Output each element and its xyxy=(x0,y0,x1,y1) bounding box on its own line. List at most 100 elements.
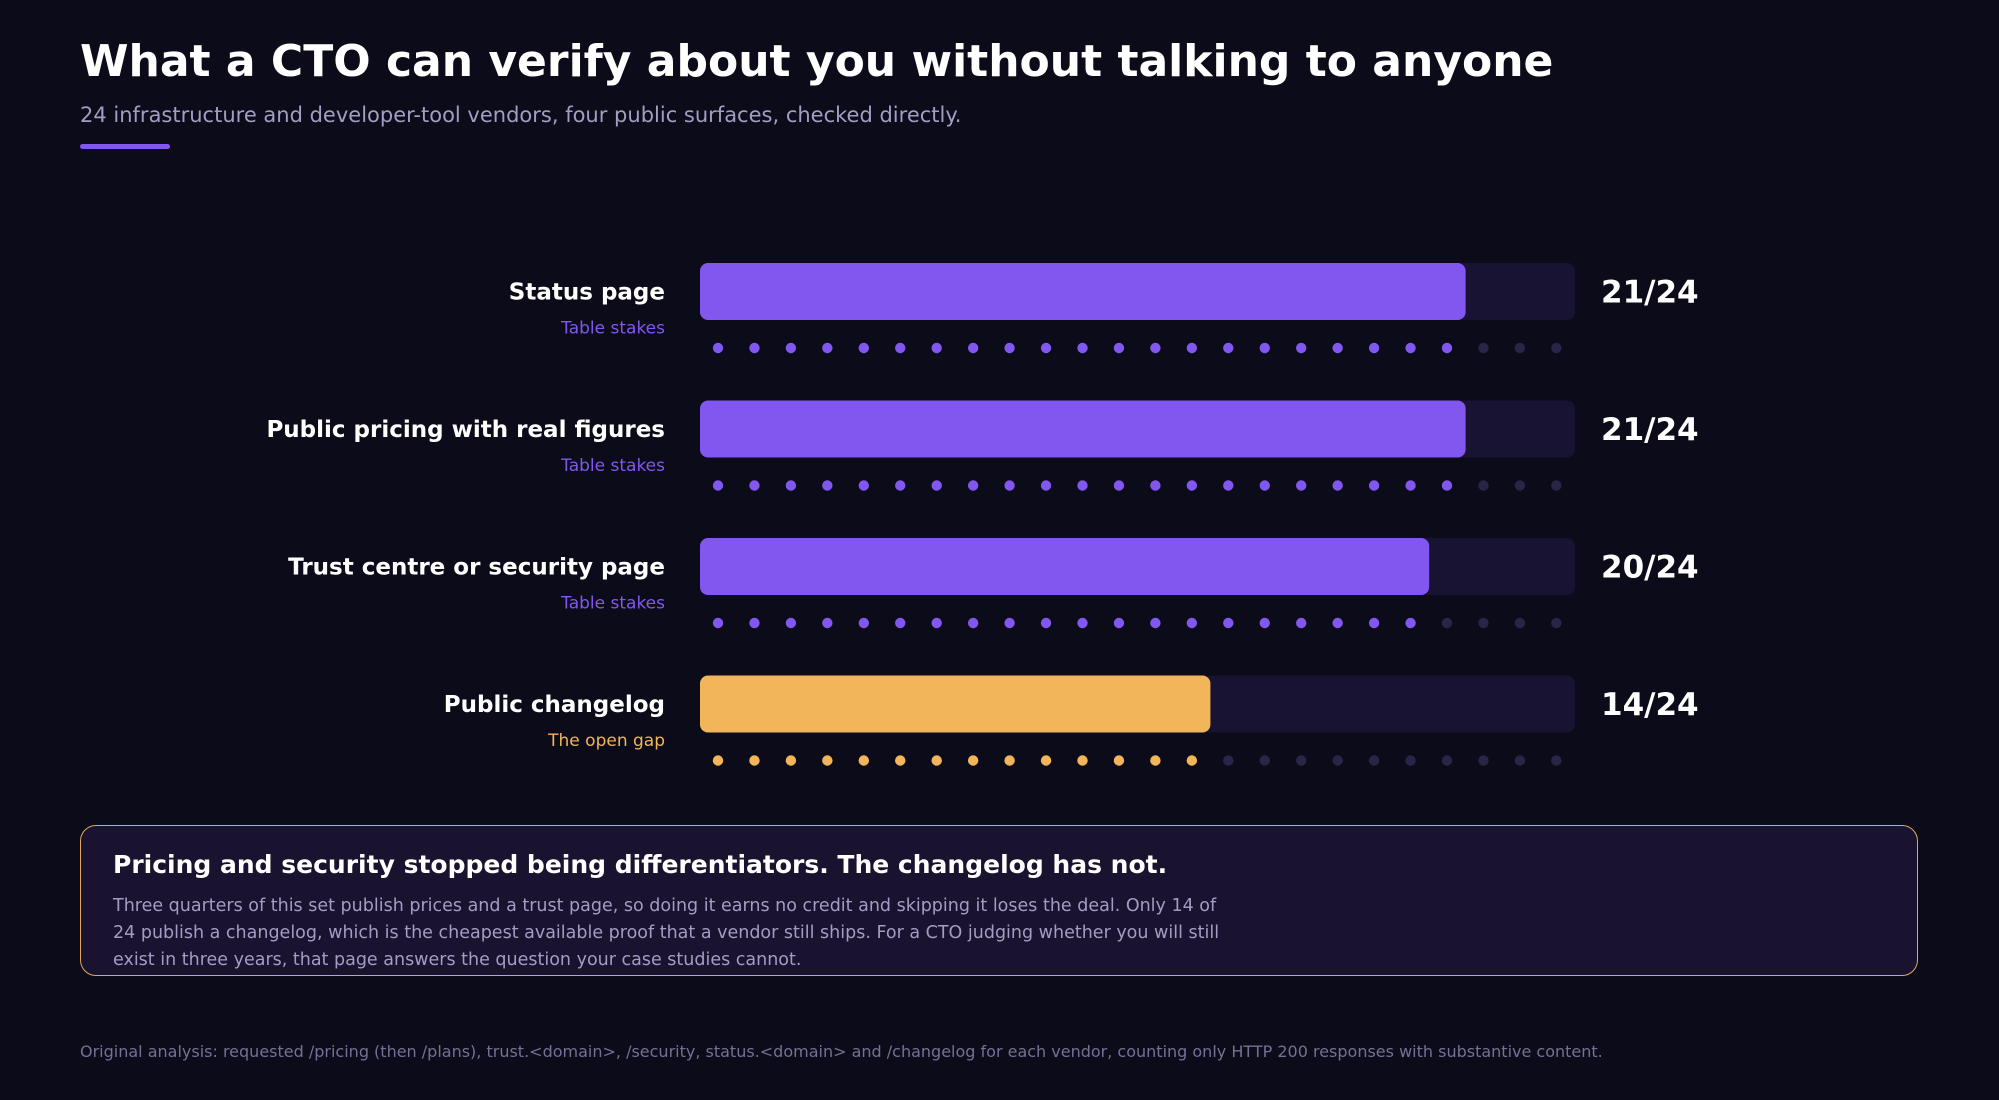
bar xyxy=(700,400,1466,458)
unit-dot-filled xyxy=(1150,342,1161,354)
unit-dot-empty xyxy=(1405,755,1416,766)
category-tag: Table stakes xyxy=(560,456,665,476)
page-subtitle: 24 infrastructure and developer-tool ven… xyxy=(80,103,962,127)
unit-dot-filled xyxy=(749,342,760,354)
category-label: Trust centre or security page xyxy=(288,555,665,581)
unit-dot-filled xyxy=(1150,617,1161,629)
unit-dot-empty xyxy=(1551,342,1562,354)
unit-dot-empty xyxy=(1478,480,1489,491)
unit-dot-filled xyxy=(1223,617,1234,629)
unit-dot-empty xyxy=(1514,755,1526,766)
unit-dot-filled xyxy=(1441,342,1453,354)
unit-dot-filled xyxy=(1368,480,1380,491)
unit-dot-filled xyxy=(1405,480,1416,491)
unit-dot-filled xyxy=(785,755,797,766)
bar xyxy=(700,263,1466,320)
value-label: 14/24 xyxy=(1601,687,1699,723)
unit-dot-filled xyxy=(749,480,760,491)
unit-dot-filled xyxy=(1040,342,1052,354)
unit-dot-filled xyxy=(967,617,979,629)
unit-dot-filled xyxy=(895,342,906,354)
footnote: Original analysis: requested /pricing (t… xyxy=(80,1042,1603,1061)
unit-dot-filled xyxy=(931,755,942,766)
unit-dot-filled xyxy=(1368,617,1380,629)
unit-dot-filled xyxy=(967,480,979,491)
category-tag: Table stakes xyxy=(560,319,665,339)
unit-dot-filled xyxy=(1405,617,1416,629)
unit-dot-filled xyxy=(1332,480,1343,491)
unit-dot-empty xyxy=(1478,617,1489,629)
coverage-bar-chart: Status page Table stakes 21/24 Public prici… xyxy=(266,263,1699,766)
unit-dot-filled xyxy=(1441,480,1453,491)
unit-dot-filled xyxy=(931,480,942,491)
unit-dot-empty xyxy=(1551,755,1562,766)
unit-dot-filled xyxy=(1077,480,1088,491)
unit-dot-filled xyxy=(749,755,760,766)
unit-dot-filled xyxy=(1296,342,1307,354)
unit-dot-filled xyxy=(1186,480,1198,491)
unit-dot-filled xyxy=(1186,755,1198,766)
unit-dot-filled xyxy=(1040,755,1052,766)
unit-dot-filled xyxy=(1186,342,1198,354)
unit-dot-filled xyxy=(931,617,942,629)
unit-dot-filled xyxy=(749,617,760,629)
unit-dot-filled xyxy=(1332,617,1343,629)
unit-dot-filled xyxy=(1077,755,1088,766)
unit-dot-filled xyxy=(931,342,942,354)
accent-rule xyxy=(80,144,170,149)
unit-dot-empty xyxy=(1368,755,1380,766)
unit-dot-filled xyxy=(1077,617,1088,629)
unit-dot-filled xyxy=(858,755,869,766)
callout-title: Pricing and security stopped being diffe… xyxy=(113,850,1168,879)
unit-dot-filled xyxy=(1040,617,1052,629)
unit-dot-filled xyxy=(1259,342,1270,354)
unit-dot-filled xyxy=(1004,755,1015,766)
unit-dot-filled xyxy=(712,755,724,766)
unit-dot-filled xyxy=(967,342,979,354)
unit-dot-filled xyxy=(1150,480,1161,491)
unit-dot-filled xyxy=(1004,617,1015,629)
unit-dot-filled xyxy=(1113,480,1125,491)
unit-dot-filled xyxy=(895,617,906,629)
unit-dot-filled xyxy=(785,342,797,354)
unit-dot-filled xyxy=(858,480,869,491)
unit-dot-filled xyxy=(1113,617,1125,629)
unit-dot-filled xyxy=(822,755,833,766)
unit-dot-empty xyxy=(1551,480,1562,491)
unit-dot-empty xyxy=(1332,755,1343,766)
unit-dot-filled xyxy=(1150,755,1161,766)
value-label: 21/24 xyxy=(1601,412,1699,448)
category-tag: The open gap xyxy=(547,731,665,751)
unit-dot-filled xyxy=(895,480,906,491)
unit-dot-empty xyxy=(1478,342,1489,354)
unit-dot-filled xyxy=(1004,480,1015,491)
callout-box: Pricing and security stopped being diffe… xyxy=(80,825,1918,976)
unit-dot-filled xyxy=(1223,342,1234,354)
unit-dot-filled xyxy=(1040,480,1052,491)
unit-dot-empty xyxy=(1514,342,1526,354)
bar xyxy=(700,538,1430,595)
category-label: Status page xyxy=(509,280,665,306)
unit-dot-empty xyxy=(1441,617,1453,629)
unit-dot-filled xyxy=(1296,480,1307,491)
unit-dot-filled xyxy=(1259,480,1270,491)
unit-dot-filled xyxy=(712,617,724,629)
unit-dot-filled xyxy=(967,755,979,766)
unit-dot-empty xyxy=(1259,755,1270,766)
bar xyxy=(700,675,1211,733)
unit-dot-filled xyxy=(1077,342,1088,354)
page-title: What a CTO can verify about you without … xyxy=(80,36,1554,87)
unit-dot-filled xyxy=(1113,342,1125,354)
unit-dot-filled xyxy=(785,480,797,491)
unit-dot-filled xyxy=(822,480,833,491)
unit-dot-empty xyxy=(1478,755,1489,766)
unit-dot-empty xyxy=(1296,755,1307,766)
unit-dot-filled xyxy=(1113,755,1125,766)
unit-dot-filled xyxy=(822,617,833,629)
unit-dot-filled xyxy=(1405,342,1416,354)
unit-dot-filled xyxy=(785,617,797,629)
unit-dot-empty xyxy=(1551,617,1562,629)
unit-dot-filled xyxy=(1223,480,1234,491)
unit-dot-filled xyxy=(858,617,869,629)
value-label: 20/24 xyxy=(1601,550,1699,586)
